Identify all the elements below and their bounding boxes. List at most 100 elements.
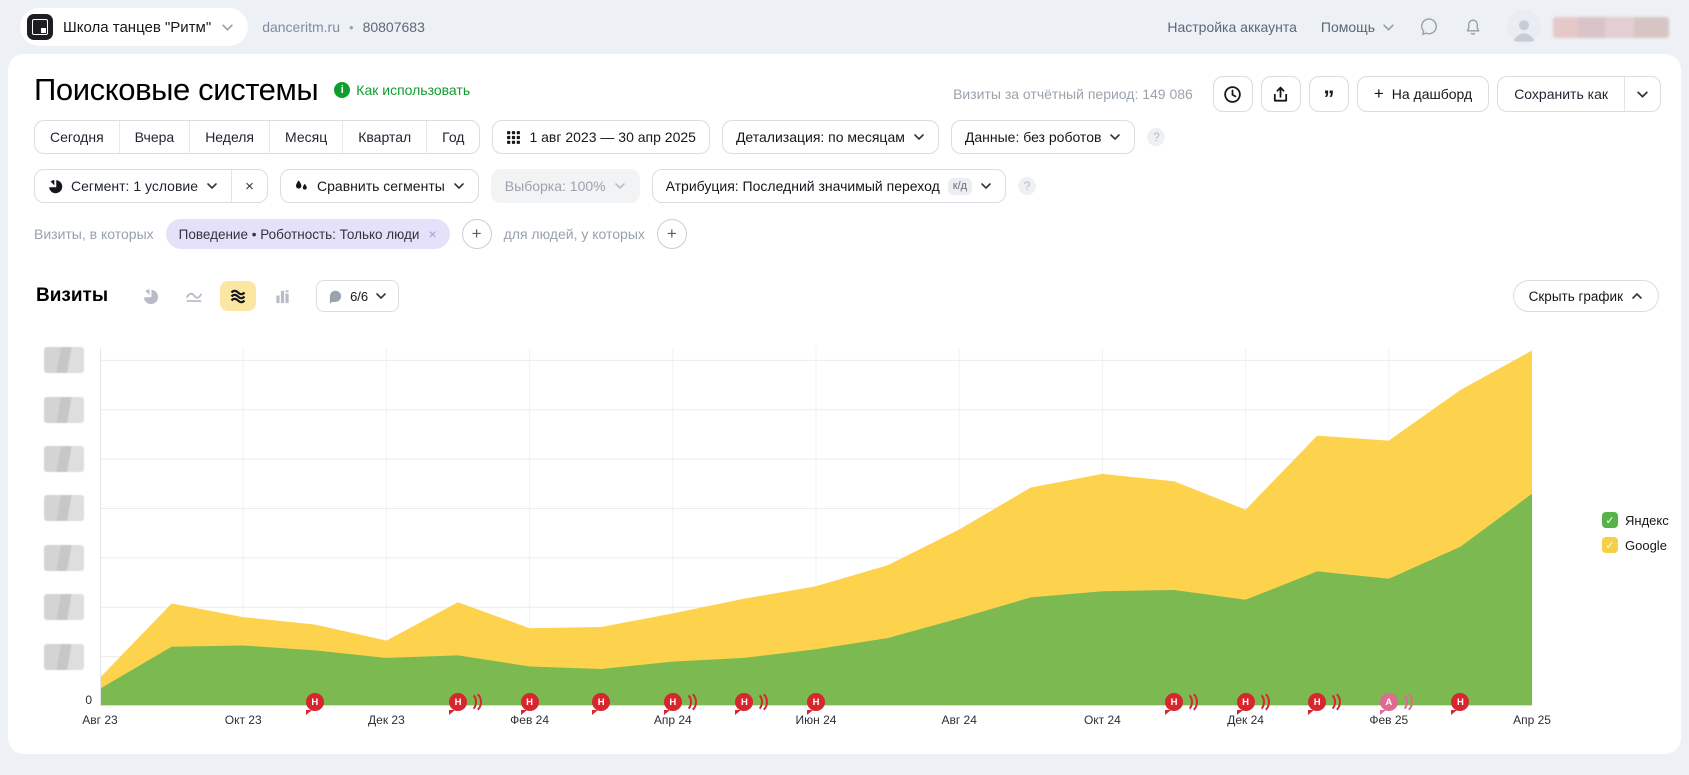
help-label: Помощь [1321,19,1375,35]
data-mode-label: Данные: без роботов [965,129,1102,145]
chevron-down-icon [453,180,465,192]
annotation-bubble[interactable]: Н [449,693,467,711]
sampling-label: Выборка: 100% [505,178,606,194]
metric-title: Визиты [36,285,108,307]
chevron-down-icon [614,180,626,192]
period-row: Сегодня Вчера Неделя Месяц Квартал Год 1… [34,120,1165,154]
chevron-down-icon [1109,131,1121,143]
annotation-bubble[interactable]: Н [521,693,539,711]
tab-week[interactable]: Неделя [189,121,269,153]
add-people-filter-button[interactable]: + [657,219,687,249]
chevron-down-icon [206,180,218,192]
avatar[interactable] [1507,10,1541,44]
data-mode-dropdown[interactable]: Данные: без роботов [951,120,1136,154]
y-axis-label-redacted [44,397,84,423]
annotations-count: 6/6 [350,289,368,304]
tab-yesterday[interactable]: Вчера [119,121,190,153]
counter-name: Школа танцев "Ритм" [63,19,211,36]
detalization-dropdown[interactable]: Детализация: по месяцам [722,120,939,154]
tab-quarter[interactable]: Квартал [342,121,426,153]
api-quotes-button[interactable]: ” [1309,76,1349,112]
annotation-bubble[interactable]: Н [592,693,610,711]
x-axis-label: Апр 25 [1513,713,1551,727]
legend-item-google[interactable]: ✓ Google [1602,537,1669,553]
visits-area-chart[interactable] [100,348,1532,706]
chat-icon[interactable] [1419,17,1439,37]
x-axis-label: Апр 24 [654,713,692,727]
tab-year[interactable]: Год [426,121,479,153]
sampling-dropdown[interactable]: Выборка: 100% [491,169,640,203]
date-range-button[interactable]: 1 авг 2023 — 30 апр 2025 [492,120,709,154]
y-axis-label-redacted [44,495,84,521]
checkbox-google[interactable]: ✓ [1602,537,1618,553]
legend-item-yandex[interactable]: ✓ Яндекс [1602,512,1669,528]
pie-segment-icon [48,179,63,194]
annotation-bubble[interactable]: Н [306,693,324,711]
chip-close-icon[interactable]: × [428,226,436,242]
annotation-bubble[interactable]: Н [664,693,682,711]
how-to-use-link[interactable]: i Как использовать [334,82,470,98]
chevron-down-icon [980,180,992,192]
tab-month[interactable]: Месяц [269,121,342,153]
segment-group: Сегмент: 1 условие × [34,169,268,203]
quotes-icon: ” [1323,94,1334,104]
chart-type-columns-button[interactable] [264,281,300,311]
segment-dropdown[interactable]: Сегмент: 1 условие [35,170,231,202]
export-button[interactable] [1261,76,1301,112]
account-settings-label: Настройка аккаунта [1167,19,1297,35]
annotation-bubble[interactable]: А [1380,693,1398,711]
visits-filter-prefix: Визиты, в которых [34,226,154,242]
x-axis-label: Фев 24 [510,713,549,727]
help-question-icon[interactable]: ? [1147,128,1165,146]
plus-icon: + [1374,84,1384,104]
compare-segments-dropdown[interactable]: Сравнить сегменты [280,169,479,203]
attribution-label: Атрибуция: Последний значимый переход [666,178,940,194]
add-to-dashboard-label: На дашборд [1392,86,1472,102]
x-axis-label: Авг 23 [82,713,117,727]
add-to-dashboard-button[interactable]: + На дашборд [1357,76,1489,112]
chart-type-pie-button[interactable] [132,281,168,311]
chart-legend: ✓ Яндекс ✓ Google [1602,512,1669,553]
chevron-down-icon [1636,88,1649,101]
comment-bubble-icon [328,289,343,304]
visits-summary: Визиты за отчётный период: 149 086 [953,86,1193,102]
save-as-split-button: Сохранить как [1497,76,1661,112]
annotations-dropdown[interactable]: 6/6 [316,280,399,312]
help-menu[interactable]: Помощь [1321,19,1395,35]
annotation-bubble[interactable]: Н [807,693,825,711]
hide-chart-button[interactable]: Скрыть график [1513,280,1659,312]
counter-domain[interactable]: danceritm.ru [262,19,340,35]
chip-label: Поведение • Роботность: Только люди [179,227,420,242]
chart-type-stacked-area-button[interactable] [220,281,256,311]
chevron-down-icon [913,131,925,143]
filter-chips-row: Визиты, в которых Поведение • Роботность… [34,219,687,249]
history-button[interactable] [1213,76,1253,112]
segment-clear-button[interactable]: × [231,170,267,202]
add-visit-filter-button[interactable]: + [462,219,492,249]
save-as-dropdown-button[interactable] [1624,77,1660,111]
bell-icon[interactable] [1463,17,1483,37]
report-actions: Визиты за отчётный период: 149 086 ” + Н… [953,76,1661,112]
attribution-dropdown[interactable]: Атрибуция: Последний значимый переход к/… [652,169,1006,203]
y-axis-zero-label: 0 [70,693,92,707]
y-axis-label-redacted [44,594,84,620]
annotation-bubble[interactable]: Н [1237,693,1255,711]
separator-dot: • [349,20,354,35]
help-question-icon[interactable]: ? [1018,177,1036,195]
checkbox-yandex[interactable]: ✓ [1602,512,1618,528]
page-title: Поисковые системы [34,72,318,108]
people-filter-prefix: для людей, у которых [504,226,645,242]
account-settings-link[interactable]: Настройка аккаунта [1167,19,1297,35]
annotation-bubble[interactable]: Н [1451,693,1469,711]
save-as-button[interactable]: Сохранить как [1498,77,1624,111]
tab-today[interactable]: Сегодня [35,121,119,153]
counter-meta: danceritm.ru • 80807683 [262,19,425,35]
chart-type-line-button[interactable] [176,281,212,311]
segment-row: Сегмент: 1 условие × Сравнить сегменты В… [34,169,1036,203]
y-axis-label-redacted [44,347,84,373]
counter-switcher[interactable]: Школа танцев "Ритм" [20,8,248,46]
area-chart-canvas [100,348,1532,706]
annotation-bubble[interactable]: Н [1165,693,1183,711]
robotness-filter-chip[interactable]: Поведение • Роботность: Только люди × [166,219,450,249]
topbar: Школа танцев "Ритм" danceritm.ru • 80807… [0,0,1689,54]
